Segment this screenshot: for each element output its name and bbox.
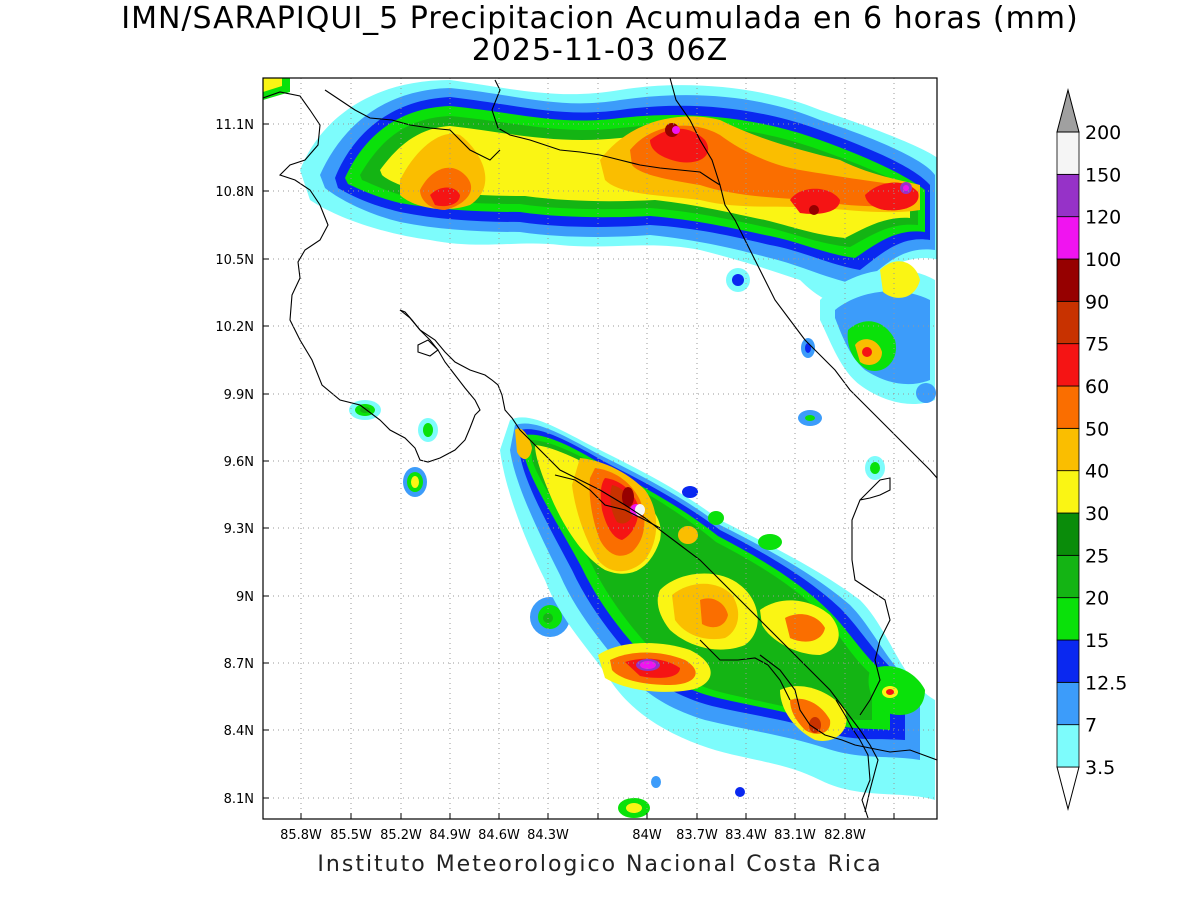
legend-label: 25: [1085, 545, 1109, 567]
legend-label: 90: [1085, 291, 1109, 313]
legend-label: 3.5: [1085, 757, 1115, 779]
y-tick-label: 8.1N: [224, 792, 254, 807]
legend-swatch: [1056, 427, 1080, 472]
x-tick-label: 84.9W: [429, 828, 471, 843]
legend-swatch: [1056, 681, 1080, 726]
map-title: IMN/SARAPIQUI_5 Precipitacion Acumulada …: [121, 1, 1079, 36]
color-legend: 3.5 7 12.5 15 20 25 30 40 50 60 75 90 100 120 150 200: [1056, 88, 1127, 811]
rain-east-coast: [726, 261, 936, 480]
legend-swatch: [1056, 639, 1080, 683]
legend-label: 40: [1085, 461, 1109, 483]
y-tick-label: 9.3N: [224, 522, 254, 537]
x-tick-label: 85.5W: [330, 828, 372, 843]
legend-cap-low: [1056, 766, 1080, 811]
rain-band-north: [263, 78, 937, 304]
legend-swatch: [1056, 300, 1080, 345]
x-tick-label: 85.8W: [280, 828, 322, 843]
legend-swatch: [1056, 131, 1080, 175]
legend-swatch: [1056, 512, 1080, 556]
map-timestamp: 2025-11-03 06Z: [471, 33, 729, 68]
map-frame: [262, 77, 938, 820]
legend-label: 20: [1085, 588, 1109, 610]
y-tick-label: 10.5N: [215, 253, 254, 268]
legend-swatch: [1056, 597, 1080, 641]
x-tick-label: 84.3W: [527, 828, 569, 843]
y-tick-label: 10.2N: [215, 320, 254, 335]
legend-label: 7: [1085, 715, 1097, 737]
legend-label: 200: [1085, 122, 1121, 144]
x-tick-label: 83.4W: [725, 828, 767, 843]
map-grid: [263, 78, 937, 819]
x-tick-label: 84W: [632, 828, 662, 843]
legend-swatch: [1056, 258, 1080, 302]
legend-label: 50: [1085, 418, 1109, 440]
x-tick-label: 83.1W: [774, 828, 816, 843]
legend-label: 15: [1085, 630, 1109, 652]
footer-credit: Instituto Meteorologico Nacional Costa R…: [317, 852, 883, 877]
y-tick-label: 9.9N: [224, 388, 254, 403]
legend-label: 75: [1085, 334, 1109, 356]
y-tick-label: 10.8N: [215, 185, 254, 200]
x-tick-label: 82.8W: [824, 828, 866, 843]
y-tick-label: 9N: [236, 590, 254, 605]
legend-swatch: [1056, 724, 1080, 768]
legend-label: 60: [1085, 376, 1109, 398]
coastlines: [263, 78, 937, 819]
x-tick-label: 85.2W: [380, 828, 422, 843]
legend-swatch: [1056, 470, 1080, 514]
y-tick-label: 11.1N: [215, 118, 254, 133]
legend-cap-high: [1056, 88, 1080, 133]
legend-label: 30: [1085, 503, 1109, 525]
precipitation-field: [263, 78, 937, 819]
legend-swatch: [1056, 216, 1080, 260]
legend-label: 150: [1085, 164, 1121, 186]
legend-swatch: [1056, 173, 1080, 218]
axis-ticks: [263, 123, 895, 819]
legend-swatch: [1056, 554, 1080, 599]
y-tick-label: 8.4N: [224, 724, 254, 739]
legend-swatch: [1056, 343, 1080, 387]
y-tick-label: 8.7N: [224, 657, 254, 672]
legend-label: 100: [1085, 249, 1121, 271]
legend-label: 120: [1085, 207, 1121, 229]
x-tick-label: 84.6W: [478, 828, 520, 843]
x-tick-label: 83.7W: [676, 828, 718, 843]
y-tick-label: 9.6N: [224, 455, 254, 470]
legend-swatch: [1056, 385, 1080, 429]
legend-label: 12.5: [1085, 672, 1127, 694]
